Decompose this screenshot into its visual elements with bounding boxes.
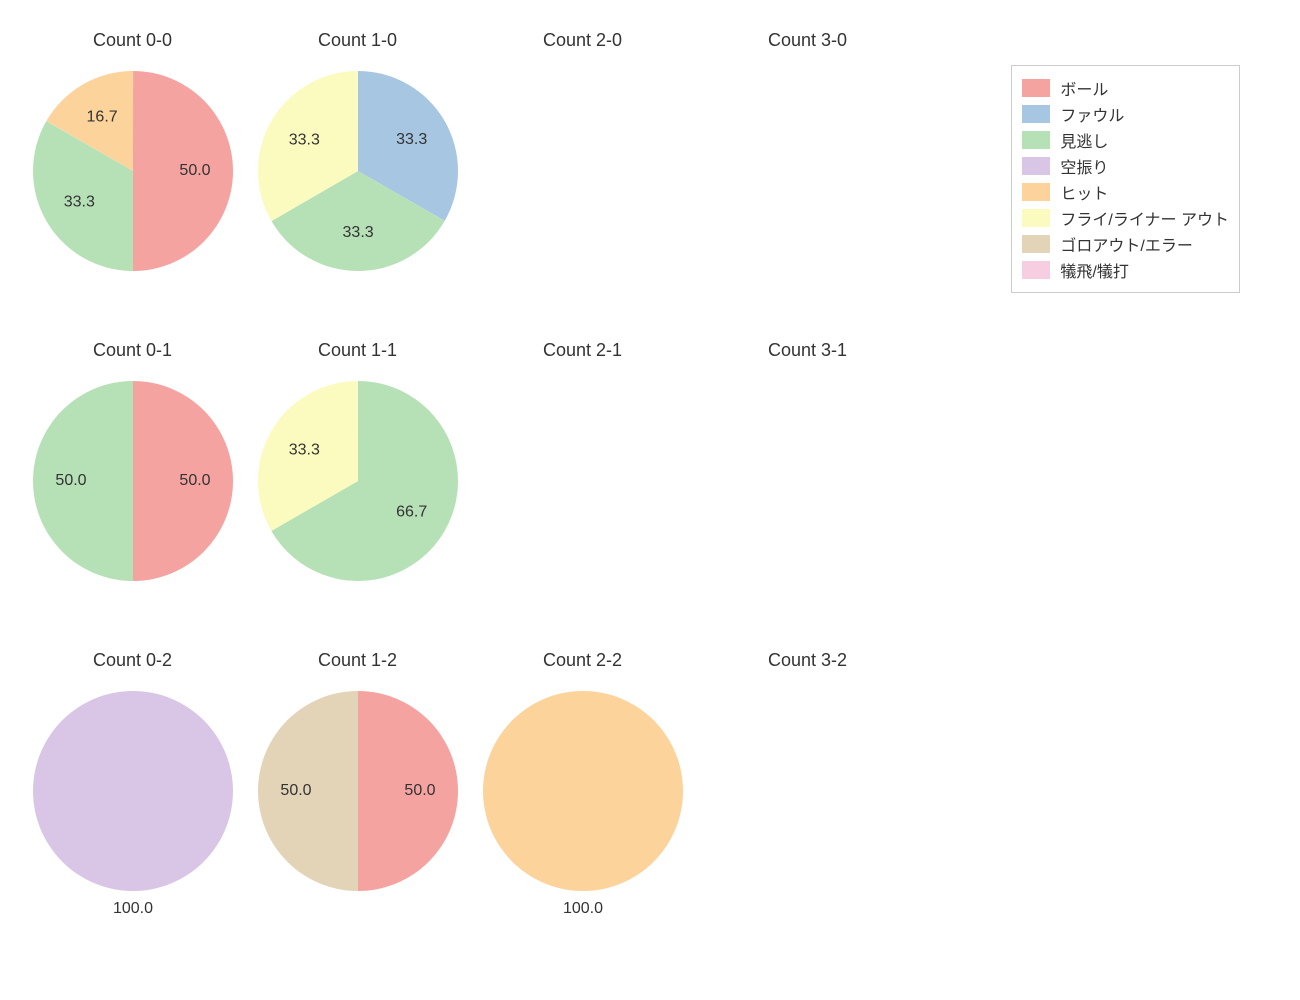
slice-label: 33.3 bbox=[342, 224, 373, 241]
slice-label: 33.3 bbox=[63, 193, 94, 210]
slice-label: 33.3 bbox=[396, 131, 427, 148]
slice-label: 16.7 bbox=[86, 109, 117, 126]
legend-item: 犠飛/犠打 bbox=[1022, 258, 1229, 282]
legend-label: ヒット bbox=[1060, 180, 1108, 204]
legend-swatch bbox=[1022, 131, 1050, 149]
pie-chart: 50.0 50.0 bbox=[258, 691, 458, 891]
slice-label: 100.0 bbox=[562, 900, 602, 917]
legend-item: ファウル bbox=[1022, 102, 1229, 126]
pie-cell: Count 1-0 33.3 33.3 33.3 bbox=[245, 20, 470, 330]
cell-title: Count 1-1 bbox=[318, 340, 397, 361]
cell-title: Count 2-1 bbox=[543, 340, 622, 361]
pie-cell: Count 3-1 bbox=[695, 330, 920, 640]
legend-label: 犠飛/犠打 bbox=[1060, 258, 1128, 282]
pie-slice bbox=[33, 691, 233, 891]
slice-label: 33.3 bbox=[288, 441, 319, 458]
pie-cell: Count 2-1 bbox=[470, 330, 695, 640]
cell-title: Count 3-2 bbox=[768, 650, 847, 671]
legend-swatch bbox=[1022, 79, 1050, 97]
cell-title: Count 3-1 bbox=[768, 340, 847, 361]
pie-cell: Count 3-0 bbox=[695, 20, 920, 330]
cell-title: Count 1-0 bbox=[318, 30, 397, 51]
pie-chart: 66.7 33.3 bbox=[258, 381, 458, 581]
legend-item: 見逃し bbox=[1022, 128, 1229, 152]
legend-item: ボール bbox=[1022, 76, 1229, 100]
slice-label: 50.0 bbox=[55, 472, 86, 489]
pie-grid: Count 0-050.033.316.7Count 1-033.333.333… bbox=[20, 20, 920, 950]
pie-slice bbox=[483, 691, 683, 891]
cell-title: Count 1-2 bbox=[318, 650, 397, 671]
pie-chart: 50.0 50.0 bbox=[33, 381, 233, 581]
pie-chart: 100.0 bbox=[33, 691, 233, 891]
pie-cell: Count 2-2 100.0 bbox=[470, 640, 695, 950]
cell-title: Count 0-0 bbox=[93, 30, 172, 51]
slice-label: 100.0 bbox=[112, 900, 152, 917]
slice-label: 50.0 bbox=[404, 782, 435, 799]
pie-cell: Count 0-1 50.0 50.0 bbox=[20, 330, 245, 640]
legend-swatch bbox=[1022, 261, 1050, 279]
legend-item: ヒット bbox=[1022, 180, 1229, 204]
legend-label: ボール bbox=[1060, 76, 1108, 100]
legend-item: フライ/ライナー アウト bbox=[1022, 206, 1229, 230]
pie-cell: Count 0-2 100.0 bbox=[20, 640, 245, 950]
slice-label: 50.0 bbox=[179, 472, 210, 489]
legend-item: ゴロアウト/エラー bbox=[1022, 232, 1229, 256]
legend-swatch bbox=[1022, 235, 1050, 253]
pie-chart: 50.0 33.3 16.7 bbox=[33, 71, 233, 271]
cell-title: Count 0-1 bbox=[93, 340, 172, 361]
legend-swatch bbox=[1022, 157, 1050, 175]
legend-label: ファウル bbox=[1060, 102, 1124, 126]
pie-cell: Count 0-0 50.0 33.3 16.7 bbox=[20, 20, 245, 330]
pie-cell: Count 2-0 bbox=[470, 20, 695, 330]
legend-swatch bbox=[1022, 183, 1050, 201]
legend-label: 見逃し bbox=[1060, 128, 1108, 152]
legend-swatch bbox=[1022, 105, 1050, 123]
pie-cell: Count 1-1 66.7 33.3 bbox=[245, 330, 470, 640]
pie-chart: 33.3 33.3 33.3 bbox=[258, 71, 458, 271]
slice-label: 50.0 bbox=[280, 782, 311, 799]
cell-title: Count 0-2 bbox=[93, 650, 172, 671]
chart-container: Count 0-050.033.316.7Count 1-033.333.333… bbox=[0, 0, 1300, 1000]
pie-cell: Count 3-2 bbox=[695, 640, 920, 950]
legend-item: 空振り bbox=[1022, 154, 1229, 178]
legend: ボールファウル見逃し空振りヒットフライ/ライナー アウトゴロアウト/エラー犠飛/… bbox=[1011, 65, 1240, 293]
cell-title: Count 2-2 bbox=[543, 650, 622, 671]
legend-label: 空振り bbox=[1060, 154, 1108, 178]
cell-title: Count 2-0 bbox=[543, 30, 622, 51]
cell-title: Count 3-0 bbox=[768, 30, 847, 51]
slice-label: 50.0 bbox=[179, 162, 210, 179]
pie-cell: Count 1-2 50.0 50.0 bbox=[245, 640, 470, 950]
legend-label: ゴロアウト/エラー bbox=[1060, 232, 1192, 256]
legend-label: フライ/ライナー アウト bbox=[1060, 206, 1229, 230]
legend-swatch bbox=[1022, 209, 1050, 227]
slice-label: 66.7 bbox=[396, 503, 427, 520]
slice-label: 33.3 bbox=[288, 131, 319, 148]
pie-chart: 100.0 bbox=[483, 691, 683, 891]
